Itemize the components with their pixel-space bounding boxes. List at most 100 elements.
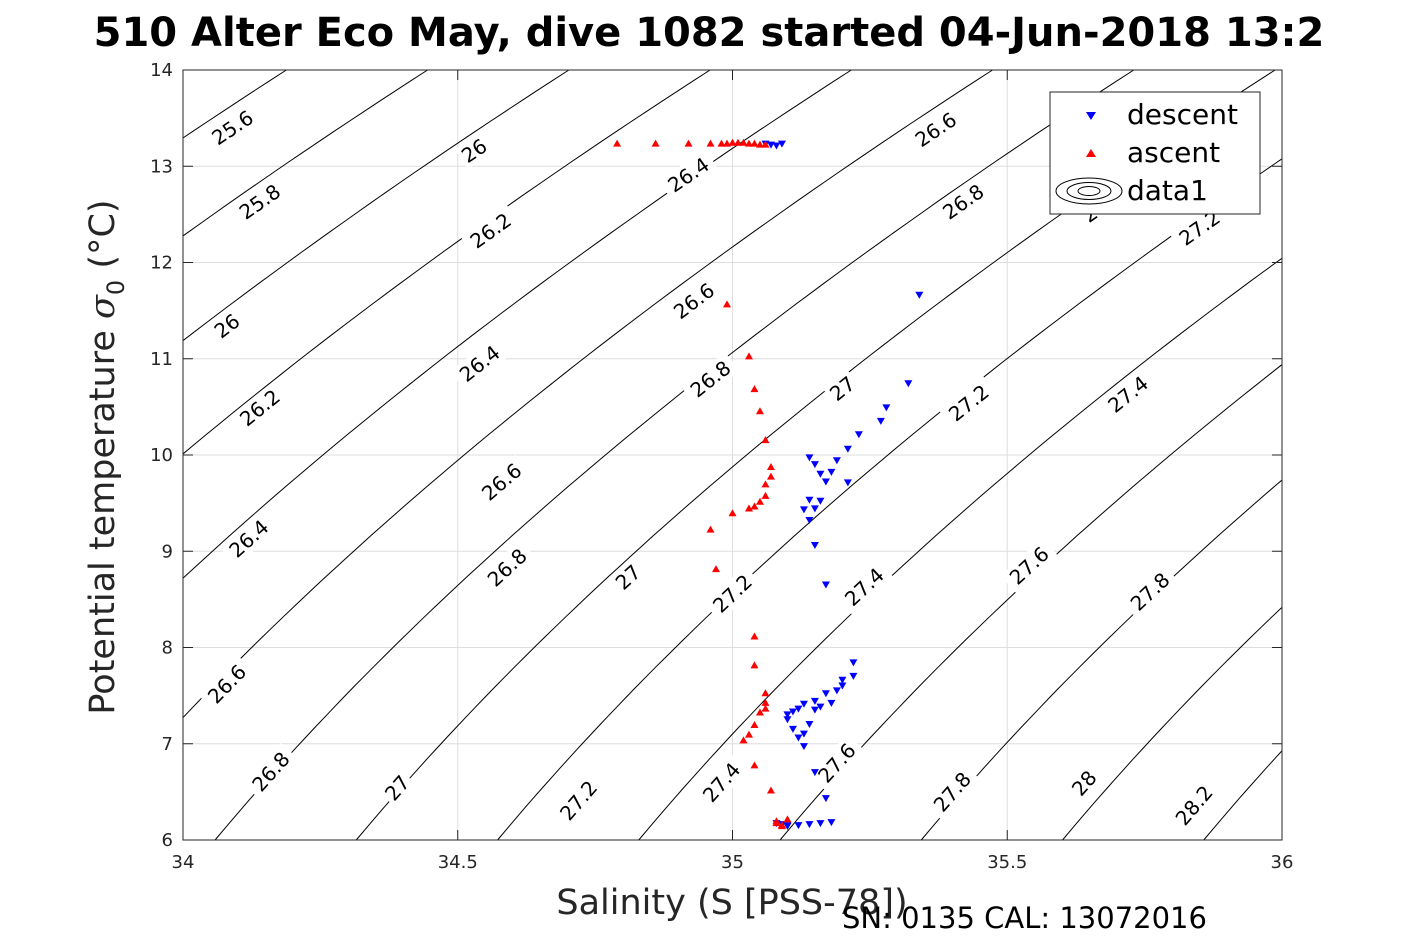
legend-ascent-label: ascent [1127,136,1220,169]
ascent-point [706,139,715,147]
ascent-point [755,407,764,415]
ascent-point [684,139,693,147]
descent-point [794,705,803,713]
x-tick-label: 35 [721,852,744,873]
x-tick-labels: 34 34.5 35 35.5 36 [172,852,1294,873]
y-axis-label-unit: (°C) [83,199,123,279]
ascent-point [761,140,770,148]
ascent-point [744,730,753,738]
y-axis-label: Potential temperature σ0 (°C) [83,199,130,714]
descent-point [783,822,792,830]
descent-point [816,703,825,711]
ascent-point [613,139,622,147]
ascent-point [783,815,792,823]
descent-point [843,445,852,453]
contour-label-background [230,176,290,228]
ascent-point [777,822,786,830]
ascent-point [772,819,781,827]
descent-point [838,682,847,690]
contour-label-background [1121,563,1179,620]
descent-point [816,470,825,478]
contour-label-background [454,132,494,170]
isopycnal-line [183,70,994,719]
contour-label-background [1098,367,1158,422]
descent-point [810,706,819,714]
ascent-point [761,491,770,499]
contour-label-background [835,559,894,615]
contour-label-background [693,753,750,812]
descent-point [810,541,819,549]
descent-point [794,822,803,830]
contour-label-background [933,176,994,228]
ascent-point [755,708,764,716]
contour-label-background [703,565,762,622]
y-tick-label: 10 [150,445,173,466]
legend-ascent-marker [1086,149,1096,157]
contour-legend-icon [1055,177,1123,205]
descent-point [810,697,819,705]
y-tick-label: 7 [162,734,173,755]
contour-label-background [809,734,865,792]
x-tick-label: 34 [172,852,195,873]
isopycnal-line [638,257,1282,840]
descent-point [849,672,858,680]
ascent-point [750,502,759,510]
contour-label-background [202,102,263,154]
ascent-point [712,565,721,573]
ascent-point [766,463,775,471]
ascent-point [733,138,742,146]
contour-label-background [378,768,417,808]
descent-point [827,819,836,827]
ascent-point [739,138,748,146]
contour-label-background [1166,776,1222,835]
contour-label-background [822,369,863,408]
chart-title: 510 Alter Eco May, dive 1082 started 04-… [94,10,1325,56]
descent-point [821,690,830,698]
legend-descent-marker [1086,112,1096,120]
ascent-point [651,139,660,147]
isopycnal-line [1061,606,1282,840]
contour-label-background [905,104,966,156]
y-tick-label: 14 [150,60,173,81]
y-tick-label: 9 [162,541,173,562]
descent-point [849,659,858,667]
descent-point [777,140,786,148]
ascent-point [744,352,753,360]
descent-point [805,721,814,728]
ascent-point [706,525,715,533]
descent-point [783,716,792,724]
y-axis-label-symbol: σ [83,294,123,319]
ascent-point [766,472,775,480]
y-axis-label-subscript: 0 [102,280,130,295]
ascent-point [744,504,753,512]
x-tick-label: 34.5 [438,852,478,873]
descent-point [805,496,814,504]
legend: descent ascent data1 [1049,91,1261,215]
ascent-point [750,385,759,393]
descent-point [810,505,819,513]
contour-label-background [664,274,724,328]
descent-point [876,417,885,425]
contour-label-background [450,336,510,391]
x-axis-label: Salinity (S [PSS-78]) [556,883,907,923]
ascent-point [739,736,748,744]
ascent-point [766,786,775,794]
ascent-point [750,661,759,669]
y-axis-label-text: Potential temperature [83,319,123,715]
contour-label-background [1064,763,1104,803]
isopycnal-line [183,70,711,455]
ascent-point [761,689,770,697]
y-tick-label: 12 [150,253,173,274]
contour-label-background [1169,201,1230,254]
contour-label-background [681,352,740,406]
contour-label-background [198,655,256,713]
y-tick-label: 8 [162,638,173,659]
descent-point [805,454,814,462]
ascent-point [761,436,770,444]
contour-label-background [939,376,999,430]
descent-point [854,431,863,439]
contour-label-background [551,771,607,830]
y-tick-label: 11 [150,349,173,370]
descent-point [799,743,808,751]
